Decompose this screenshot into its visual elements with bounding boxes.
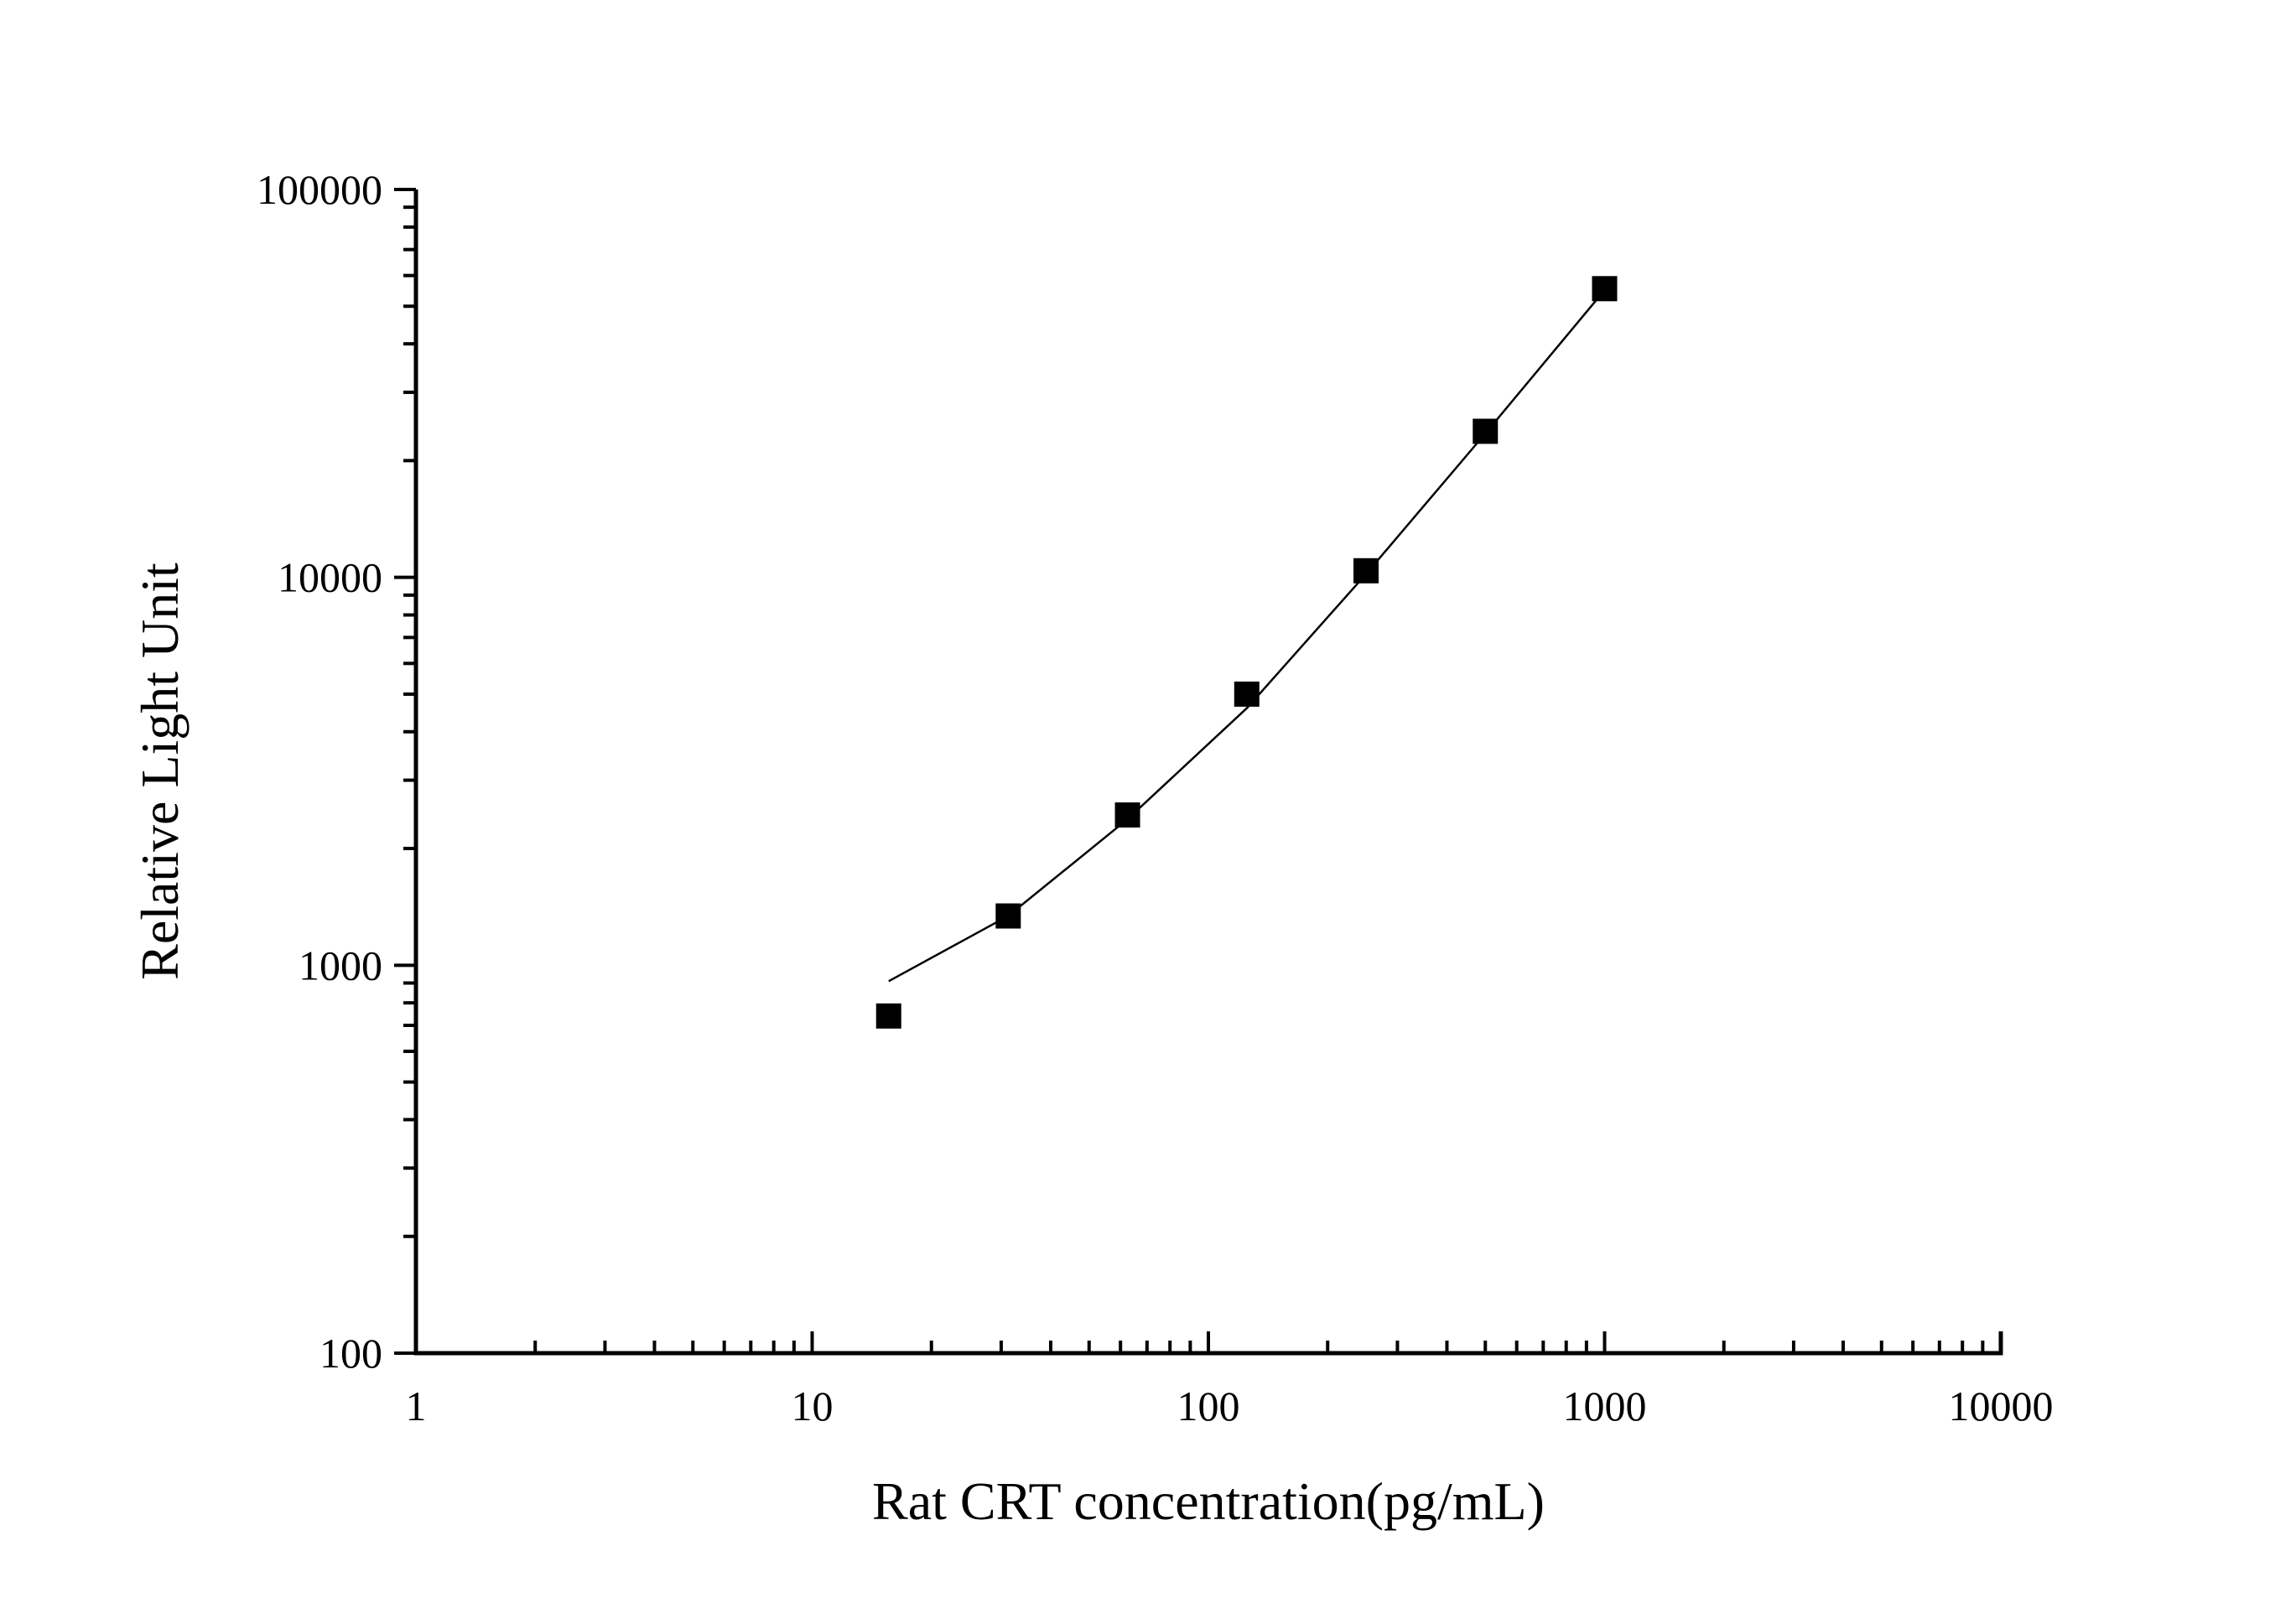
axis-ticks [394, 188, 2003, 1355]
x-tick-label: 100 [1177, 1383, 1240, 1429]
data-point [875, 1003, 901, 1029]
data-points [875, 276, 1618, 1029]
x-tick-labels: 1 10 100 1000 10000 [406, 1383, 2054, 1429]
x-tick-label: 10000 [1949, 1383, 2054, 1429]
x-tick-label: 1 [406, 1383, 427, 1429]
x-tick-label: 1000 [1563, 1383, 1647, 1429]
y-tick-label: 100000 [257, 166, 382, 213]
data-point [995, 903, 1021, 929]
data-point [1592, 276, 1618, 302]
y-tick-label: 10000 [278, 554, 382, 601]
data-point [1234, 681, 1260, 707]
y-tick-label: 1000 [299, 942, 382, 988]
y-tick-label: 100 [319, 1330, 382, 1377]
y-tick-labels: 100 1000 10000 100000 [257, 166, 382, 1377]
fit-curve [888, 289, 1606, 983]
x-axis-title: Rat CRT concentration(pg/mL) [872, 1471, 1545, 1531]
axes [413, 189, 2003, 1356]
data-point [1114, 802, 1140, 828]
x-tick-label: 10 [792, 1383, 834, 1429]
data-point [1473, 418, 1499, 444]
y-axis-title: Relative Light Unit [130, 563, 190, 980]
data-point [1353, 558, 1379, 584]
